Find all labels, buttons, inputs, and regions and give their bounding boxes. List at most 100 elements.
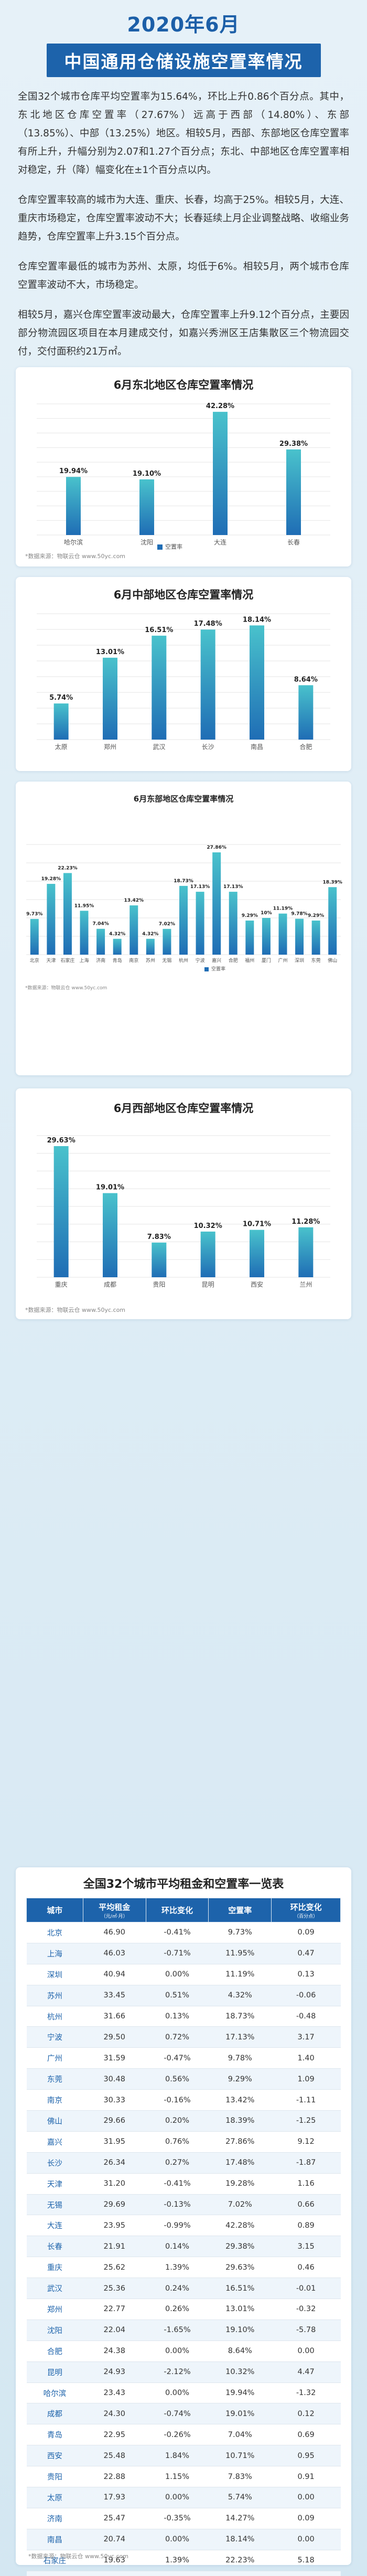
bar bbox=[200, 629, 215, 740]
legend: 空置率 bbox=[157, 543, 182, 550]
table-row: 贵阳 22.88 1.15% 7.83% 0.91 bbox=[26, 2466, 341, 2488]
chart-source: *数据来源：物联云仓 www.50yc.com bbox=[25, 553, 126, 560]
table-cell: -0.48 bbox=[271, 2006, 341, 2027]
table-cell: 0.56% bbox=[146, 2068, 209, 2090]
category-label: 西安 bbox=[251, 1280, 263, 1288]
data-label: 9.78% bbox=[291, 912, 307, 917]
category-label: 沈阳 bbox=[141, 538, 153, 546]
table-cell: 0.00% bbox=[146, 2487, 209, 2508]
category-label: 石家庄 bbox=[60, 957, 74, 964]
chart-title: 6月东部地区仓库空置率情况 bbox=[133, 794, 234, 804]
table-body: 北京 46.90 -0.41% 9.73% 0.09 上海 46.03 -0.71% 11.95… bbox=[26, 1922, 341, 2576]
table-cell: 24.30 bbox=[83, 2403, 146, 2425]
data-label: 9.73% bbox=[26, 912, 42, 917]
table-cell-city: 沈阳 bbox=[26, 2320, 83, 2341]
table-cell: 5.61 bbox=[271, 2571, 341, 2576]
data-label: 16.51% bbox=[145, 626, 173, 634]
table-cell: 13.01% bbox=[208, 2299, 272, 2320]
table-cell: 27.86% bbox=[208, 2131, 272, 2153]
table-cell: 5.18 bbox=[271, 2550, 341, 2571]
bar bbox=[179, 885, 188, 955]
table-cell: 0.46 bbox=[271, 2257, 341, 2279]
table-header-cell: 环比变化 （百分点） bbox=[271, 1898, 341, 1922]
intro-paragraph: 仓库空置率最低的城市为苏州、太原，均低于6%。相较5月，两个城市仓库空置率波动不… bbox=[18, 261, 349, 291]
table-cell: 0.00 bbox=[271, 2340, 341, 2362]
category-label: 重庆 bbox=[55, 1281, 68, 1288]
table-row: 长春 21.91 0.14% 29.38% 3.15 bbox=[26, 2236, 341, 2258]
table-cell: 24.38 bbox=[83, 2340, 146, 2362]
bar bbox=[163, 928, 171, 955]
table-cell: -0.16% bbox=[146, 2089, 209, 2111]
intro-text: 全国32个城市仓库平均空置率为15.64%，环比上升0.86个百分点。其中，东北… bbox=[18, 88, 349, 361]
bar bbox=[63, 873, 72, 955]
category-label: 广州 bbox=[278, 957, 287, 964]
table-row: 兰州21.071.01%11.28%5.61 bbox=[26, 2571, 341, 2576]
intro-paragraph: 仓库空置率较高的城市为大连、重庆、长春，均高于25%。相较5月，大连、重庆市场稳… bbox=[18, 195, 349, 242]
table-row: 上海 46.03 -0.71% 11.95% 0.47 bbox=[26, 1943, 341, 1964]
legend-label: 空置率 bbox=[211, 966, 225, 972]
table-cell: -0.13% bbox=[146, 2194, 209, 2216]
data-label: 10.32% bbox=[194, 1222, 222, 1230]
table-cell: 0.00 bbox=[271, 2529, 341, 2550]
data-label: 17.48% bbox=[194, 620, 222, 628]
table-cell: 0.95 bbox=[271, 2445, 341, 2467]
table-cell: 0.14% bbox=[146, 2236, 209, 2258]
table-cell: 0.27% bbox=[146, 2152, 209, 2174]
table-row: 济南 25.47 -0.35% 14.27% 0.09 bbox=[26, 2508, 341, 2529]
table-row: 太原 17.93 0.00% 5.74% 0.00 bbox=[26, 2487, 341, 2508]
bar bbox=[311, 920, 320, 955]
table-cell: 17.13% bbox=[208, 2026, 272, 2048]
data-label: 10.71% bbox=[243, 1221, 271, 1228]
table-row: 广州 31.59 -0.47% 9.78% 1.40 bbox=[26, 2047, 341, 2069]
table-row: 武汉 25.36 0.24% 16.51% -0.01 bbox=[26, 2278, 341, 2300]
chart-title: 6月西部地区仓库空置率情况 bbox=[113, 1102, 254, 1115]
category-label: 佛山 bbox=[328, 957, 337, 964]
table-cell: 19.01% bbox=[208, 2403, 272, 2425]
category-label: 太原 bbox=[55, 743, 68, 751]
category-label: 兰州 bbox=[299, 1281, 312, 1288]
table-cell-city: 济南 bbox=[26, 2508, 83, 2529]
data-label: 13.01% bbox=[96, 648, 124, 656]
data-label: 42.28% bbox=[206, 402, 234, 410]
table-row: 北京 46.90 -0.41% 9.73% 0.09 bbox=[26, 1922, 341, 1943]
category-label: 合肥 bbox=[229, 957, 238, 964]
table-row: 佛山 29.66 0.20% 18.39% -1.25 bbox=[26, 2110, 341, 2132]
table-cell: 0.00% bbox=[146, 2382, 209, 2404]
table-cell: 9.12 bbox=[271, 2131, 341, 2153]
data-label: 13.42% bbox=[124, 898, 144, 903]
table-cell: 31.59 bbox=[83, 2047, 146, 2069]
table-cell: 0.76% bbox=[146, 2131, 209, 2153]
table-cell: -1.32 bbox=[271, 2382, 341, 2404]
page-subtitle: 中国通用仓储设施空置率情况 bbox=[46, 44, 321, 77]
table-cell: 0.00% bbox=[146, 2340, 209, 2362]
table-cell: 0.91 bbox=[271, 2466, 341, 2488]
table-cell-city: 西安 bbox=[26, 2445, 83, 2467]
table-cell: 19.28% bbox=[208, 2173, 272, 2195]
table-cell: 9.78% bbox=[208, 2047, 272, 2069]
table-cell-city: 深圳 bbox=[26, 1964, 83, 1985]
table-cell-city: 广州 bbox=[26, 2047, 83, 2069]
table-cell: 19.10% bbox=[208, 2320, 272, 2341]
table-cell: 29.38% bbox=[208, 2236, 272, 2258]
table-cell-city: 贵阳 bbox=[26, 2466, 83, 2488]
category-label: 武汉 bbox=[153, 743, 165, 751]
col-label: 城市 bbox=[47, 1906, 63, 1915]
bar bbox=[245, 920, 254, 955]
table-row: 南昌 20.74 0.00% 18.14% 0.00 bbox=[26, 2529, 341, 2550]
table-cell: 9.29% bbox=[208, 2068, 272, 2090]
table-row: 青岛 22.95 -0.26% 7.04% 0.69 bbox=[26, 2424, 341, 2446]
table-cell: 31.95 bbox=[83, 2131, 146, 2153]
table-cell: 21.07 bbox=[83, 2571, 146, 2576]
data-label: 10% bbox=[261, 911, 272, 916]
table-cell: -0.74% bbox=[146, 2403, 209, 2425]
table-cell: 18.14% bbox=[208, 2529, 272, 2550]
table-cell: 22.88 bbox=[83, 2466, 146, 2488]
table-row: 无锡 29.69 -0.13% 7.02% 0.66 bbox=[26, 2194, 341, 2216]
table-cell: 0.00 bbox=[271, 2487, 341, 2508]
table-header-row: 城市 平均租金 （元/㎡·月） 环比变化 空置率 环比变化 （百分点） bbox=[26, 1898, 341, 1922]
table-row: 杭州 31.66 0.13% 18.73% -0.48 bbox=[26, 2006, 341, 2027]
table-row: 大连 23.95 -0.99% 42.28% 0.89 bbox=[26, 2215, 341, 2237]
data-label: 4.32% bbox=[142, 932, 158, 937]
table-cell: 1.15% bbox=[146, 2466, 209, 2488]
table-cell: 18.39% bbox=[208, 2110, 272, 2132]
